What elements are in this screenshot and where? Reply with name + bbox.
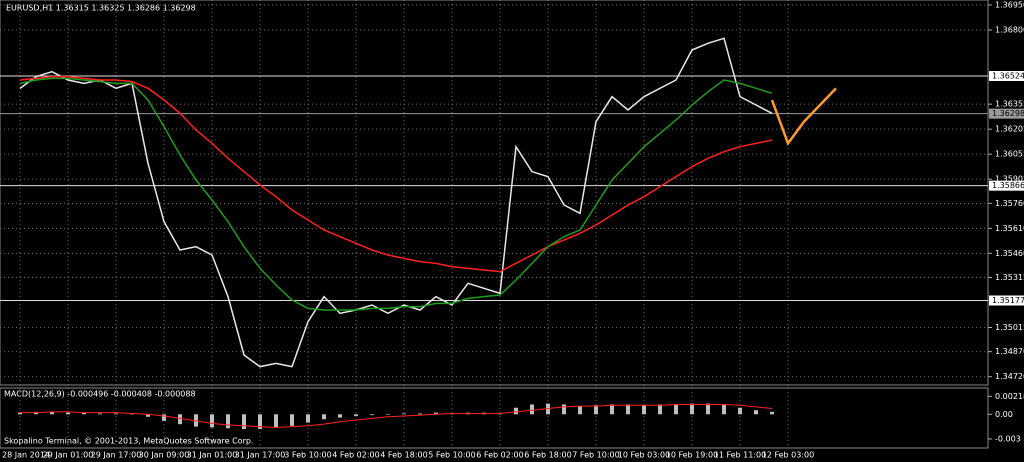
macd-bar <box>658 404 662 415</box>
macd-frame <box>0 387 989 449</box>
y-tick-label: 1.35760 <box>995 199 1024 208</box>
main-frame <box>0 0 989 386</box>
series-line <box>770 87 837 146</box>
y-tick-label: 1.35610 <box>995 224 1024 233</box>
y-tick-label: 1.36355 <box>995 100 1024 109</box>
y-tick-label: 1.36950 <box>995 1 1024 10</box>
chart-title: EURUSD,H1 1.36315 1.36325 1.36286 1.3629… <box>6 4 196 13</box>
series-line <box>19 77 773 311</box>
x-tick-label: 12 Feb 03:00 <box>762 451 814 460</box>
macd-bar <box>210 414 214 428</box>
series-line <box>20 403 773 428</box>
y-tick-label: 1.35460 <box>995 249 1024 258</box>
macd-bar <box>162 414 166 421</box>
macd-bar <box>306 414 310 423</box>
footer: Skopalino Terminal, © 2001-2013, MetaQuo… <box>4 437 253 446</box>
level-label: 1.35177 <box>992 296 1024 305</box>
y-tick-label: 1.35905 <box>995 175 1024 184</box>
level-label-box <box>989 180 1024 191</box>
macd-bar <box>530 404 534 415</box>
x-tick-label: 31 Jan 17:00 <box>235 451 286 460</box>
y-tick-label: 1.34870 <box>995 347 1024 356</box>
y-tick-label: 0.002183 <box>995 392 1024 401</box>
y-tick-label: 1.34720 <box>995 372 1024 381</box>
macd-bar <box>66 412 70 415</box>
y-tick-label: -0.003 <box>995 434 1021 443</box>
macd-bar <box>722 404 726 415</box>
x-tick-label: 7 Feb 10:00 <box>572 451 619 460</box>
macd-bar <box>354 414 358 416</box>
macd-bar <box>114 413 118 415</box>
macd-bar <box>290 414 294 426</box>
macd-bar <box>274 414 278 428</box>
macd-bar <box>738 407 742 415</box>
macd-bar <box>338 414 342 418</box>
macd-bar <box>386 414 390 415</box>
x-tick-label: 29 Jan 01:00 <box>43 451 94 460</box>
level-label-box <box>989 295 1024 306</box>
series-line <box>19 75 773 273</box>
macd-bar <box>226 414 230 429</box>
y-tick-label: 1.36205 <box>995 125 1024 134</box>
x-tick-label: 6 Feb 02:00 <box>476 451 523 460</box>
level-label: 1.36524 <box>992 72 1024 81</box>
level-label-box <box>989 71 1024 81</box>
x-tick-label: 28 Jan 2014 <box>2 451 50 460</box>
macd-bar <box>402 413 406 415</box>
x-tick-label: 31 Jan 01:00 <box>187 451 238 460</box>
x-tick-label: 30 Jan 09:00 <box>139 451 190 460</box>
macd-bar <box>770 411 774 415</box>
macd-bar <box>514 407 518 415</box>
x-tick-label: 5 Feb 10:00 <box>428 451 475 460</box>
level-label: 1.35866 <box>992 181 1024 190</box>
y-tick-label: 1.36800 <box>995 26 1024 35</box>
x-tick-label: 11 Feb 11:00 <box>714 451 766 460</box>
level-label: 1.36298 <box>992 109 1024 118</box>
macd-bar <box>146 414 150 417</box>
macd-bar <box>322 414 326 420</box>
macd-bar <box>82 412 86 415</box>
y-tick-label: 1.36055 <box>995 150 1024 159</box>
macd-bar <box>642 405 646 415</box>
x-tick-label: 6 Feb 18:00 <box>524 451 571 460</box>
macd-bar <box>434 412 438 415</box>
macd-bar <box>610 404 614 415</box>
x-tick-label: 3 Feb 10:00 <box>284 451 331 460</box>
series-line <box>19 37 773 368</box>
macd-bar <box>98 413 102 415</box>
macd-bar <box>178 414 182 425</box>
macd-bar <box>370 414 374 416</box>
macd-bar <box>418 413 422 415</box>
x-tick-label: 4 Feb 18:00 <box>380 451 427 460</box>
macd-bar <box>706 403 710 415</box>
y-tick-label: 0.00 <box>995 410 1013 419</box>
x-tick-label: 10 Feb 03:00 <box>618 451 670 460</box>
macd-bar <box>18 412 22 415</box>
macd-bar <box>258 414 262 430</box>
macd-bar <box>562 404 566 415</box>
macd-bar <box>578 406 582 415</box>
x-tick-label: 4 Feb 02:00 <box>332 451 379 460</box>
macd-bar <box>626 404 630 415</box>
macd-bar <box>242 414 246 430</box>
macd-bar <box>594 405 598 415</box>
y-tick-label: 1.35315 <box>995 273 1024 282</box>
macd-bar <box>690 403 694 415</box>
level-label-box <box>989 108 1024 119</box>
macd-bar <box>50 411 54 415</box>
macd-title: MACD(12,26,9) -0.000496 -0.000408 -0.000… <box>4 390 196 399</box>
y-tick-label: 1.35015 <box>995 323 1024 332</box>
x-tick-label: 29 Jan 17:00 <box>91 451 142 460</box>
x-tick-label: 10 Feb 19:00 <box>666 451 718 460</box>
macd-bar <box>674 404 678 415</box>
macd-bar <box>754 410 758 415</box>
